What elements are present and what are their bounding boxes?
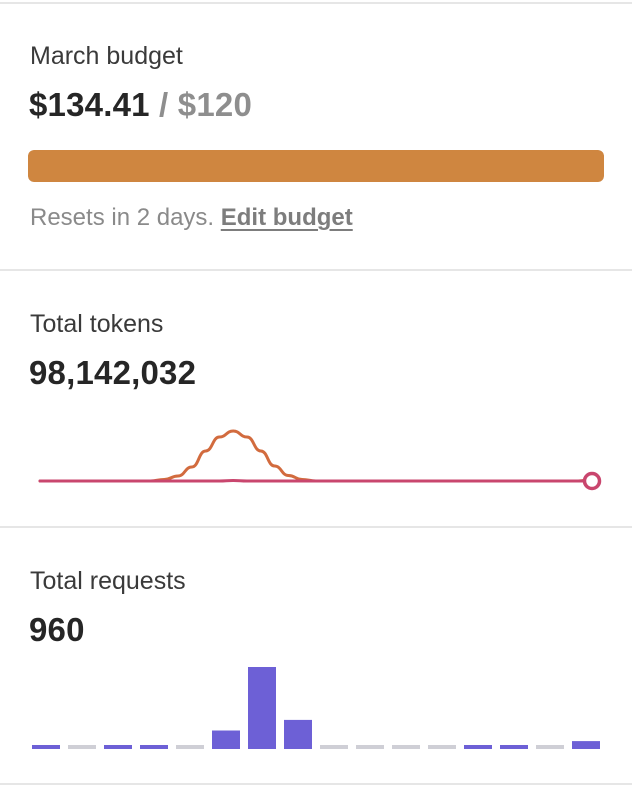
budget-amount: $134.41 / $120 (29, 86, 252, 124)
requests-bar (356, 745, 384, 749)
requests-label: Total requests (30, 567, 186, 595)
budget-reset-line: Resets in 2 days. Edit budget (30, 204, 353, 232)
requests-bar (500, 745, 528, 749)
tokens-label: Total tokens (30, 310, 164, 338)
requests-bar (68, 745, 96, 749)
budget-progress-bar (28, 150, 604, 182)
tokens-series-line-0 (38, 429, 594, 483)
requests-bar (572, 741, 600, 749)
edit-budget-link[interactable]: Edit budget (220, 204, 353, 231)
tokens-value: 98,142,032 (29, 354, 197, 391)
budget-reset-text: Resets in 2 days. (30, 204, 215, 231)
requests-bar (212, 730, 240, 749)
budget-divider (0, 269, 632, 271)
budget-limit: $120 (177, 86, 253, 123)
tokens-divider (0, 526, 632, 528)
requests-bar (140, 745, 168, 749)
tokens-endpoint-marker (582, 471, 602, 491)
budget-spent: $134.41 (29, 86, 150, 123)
budget-progress-fill (28, 150, 604, 182)
requests-bar (320, 745, 348, 749)
requests-bar (176, 745, 204, 749)
requests-value: 960 (29, 611, 85, 648)
requests-bar-chart (32, 667, 600, 749)
tokens-sparkline (38, 429, 602, 491)
bottom-divider (0, 783, 632, 785)
requests-bar (32, 745, 60, 749)
requests-bar (284, 719, 312, 749)
requests-bar (428, 745, 456, 749)
top-divider (0, 2, 632, 4)
tokens-series-line-1 (38, 479, 594, 483)
budget-label: March budget (30, 42, 183, 70)
requests-bar (248, 667, 276, 749)
requests-bar (104, 745, 132, 749)
requests-bar (464, 745, 492, 749)
requests-bar (392, 745, 420, 749)
requests-bar (536, 745, 564, 749)
budget-separator: / (149, 86, 178, 123)
